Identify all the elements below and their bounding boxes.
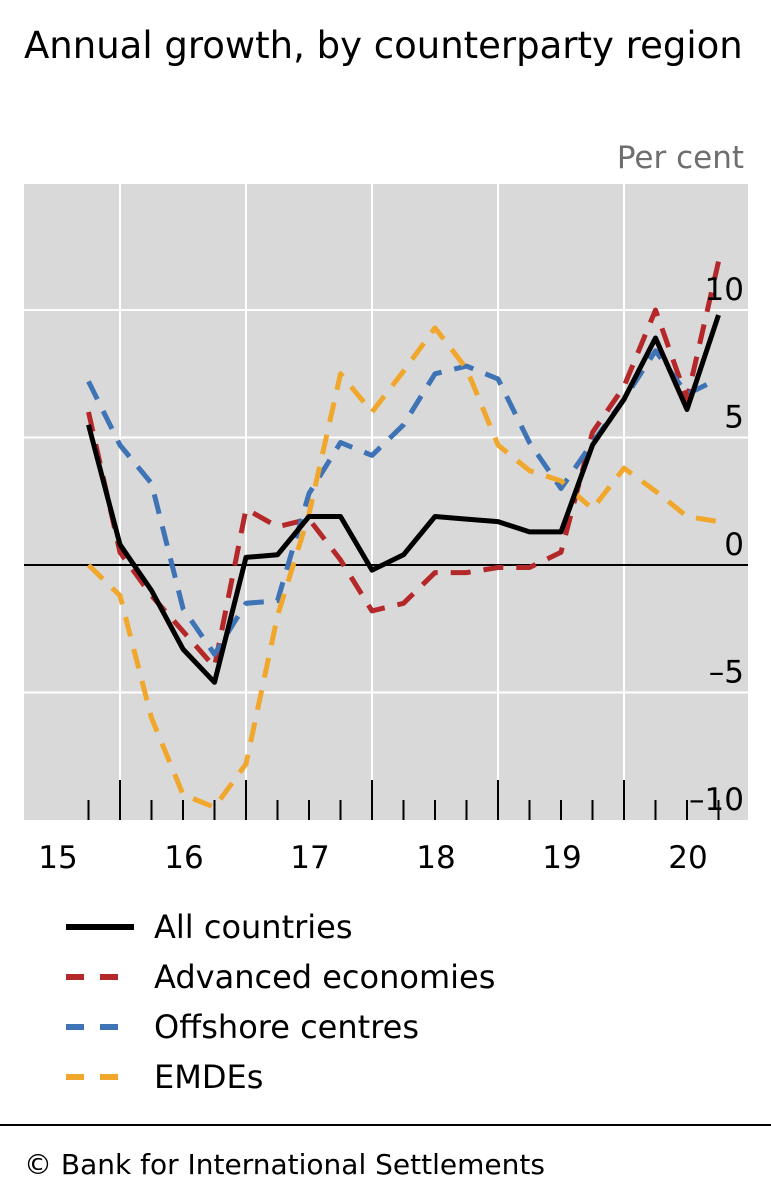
legend-label: Advanced economies [154,958,496,996]
series-line-advanced-economies [86,261,721,670]
legend-swatch [66,1024,134,1030]
legend-label: Offshore centres [154,1008,419,1046]
legend-label: EMDEs [154,1058,264,1096]
footer-credit: © Bank for International Settlements [24,1148,545,1181]
series-line-all-countries [86,314,721,685]
plot-area [24,184,748,820]
legend: All countries Advanced economies Offshore … [66,902,495,1102]
x-tick-label: 20 [668,840,707,876]
unit-label: Per cent [616,140,744,176]
y-tick-label: –5 [709,655,744,691]
line-chart: –10 –5 0 5 10 15 16 17 18 19 20 [24,184,748,876]
legend-swatch [66,1074,134,1080]
legend-item: Offshore centres [66,1002,495,1052]
year-gridlines [119,184,625,820]
legend-swatch [66,974,134,980]
x-tick-label: 17 [290,840,329,876]
x-tick-label: 16 [164,840,203,876]
legend-item: All countries [66,902,495,952]
y-tick-label: 0 [724,527,744,563]
legend-label: All countries [154,908,353,946]
y-tick-label: –10 [689,782,744,818]
y-tick-label: 10 [705,272,744,308]
x-ticks [87,780,720,820]
series-line-emdes [86,325,719,810]
series-lines [86,261,721,810]
y-tick-labels: –10 –5 0 5 10 [689,272,744,818]
legend-swatch [66,924,134,930]
y-tick-label: 5 [724,400,744,436]
legend-item: Advanced economies [66,952,495,1002]
x-tick-label: 18 [416,840,455,876]
x-tick-labels: 15 16 17 18 19 20 [38,840,707,876]
x-tick-label: 19 [542,840,581,876]
chart-title: Annual growth, by counterparty region [24,24,743,67]
footer-divider [0,1124,771,1126]
legend-item: EMDEs [66,1052,495,1102]
x-tick-label: 15 [38,840,77,876]
